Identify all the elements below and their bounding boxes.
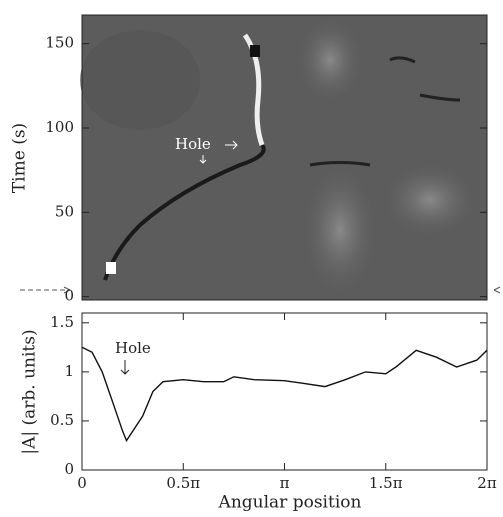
- y-tick-label: 50: [55, 202, 74, 220]
- x-tick-label: 2π: [477, 474, 497, 492]
- x-tick-label: 0: [77, 474, 87, 492]
- y-axis-label: Time (s): [10, 123, 30, 193]
- data-line: [81, 346, 488, 443]
- y-tick-label: 1.5: [50, 313, 74, 331]
- y-tick-label: 0: [64, 287, 74, 305]
- y-axis-label: |A| (arb. units): [20, 329, 40, 454]
- y-tick-label: 100: [45, 118, 74, 136]
- time-marker: [20, 286, 501, 294]
- x-axis-label: Angular position: [218, 493, 362, 513]
- x-tick-label: 0.5π: [166, 474, 200, 492]
- spacetime-image: [80, 14, 488, 301]
- hole-arrow: [120, 360, 130, 375]
- y-tick-label: 1: [64, 362, 74, 380]
- x-tick-label: 1.5π: [369, 474, 403, 492]
- hole-annotation: Hole: [175, 135, 211, 153]
- x-tick-label: π: [280, 474, 290, 492]
- y-tick-label: 0.5: [50, 411, 74, 429]
- hole-annotation: Hole: [115, 339, 151, 357]
- hole-arrows: [199, 140, 238, 164]
- y-tick-label: 150: [45, 34, 74, 52]
- plot-frame: [81, 312, 488, 471]
- y-tick-label: 0: [64, 460, 74, 478]
